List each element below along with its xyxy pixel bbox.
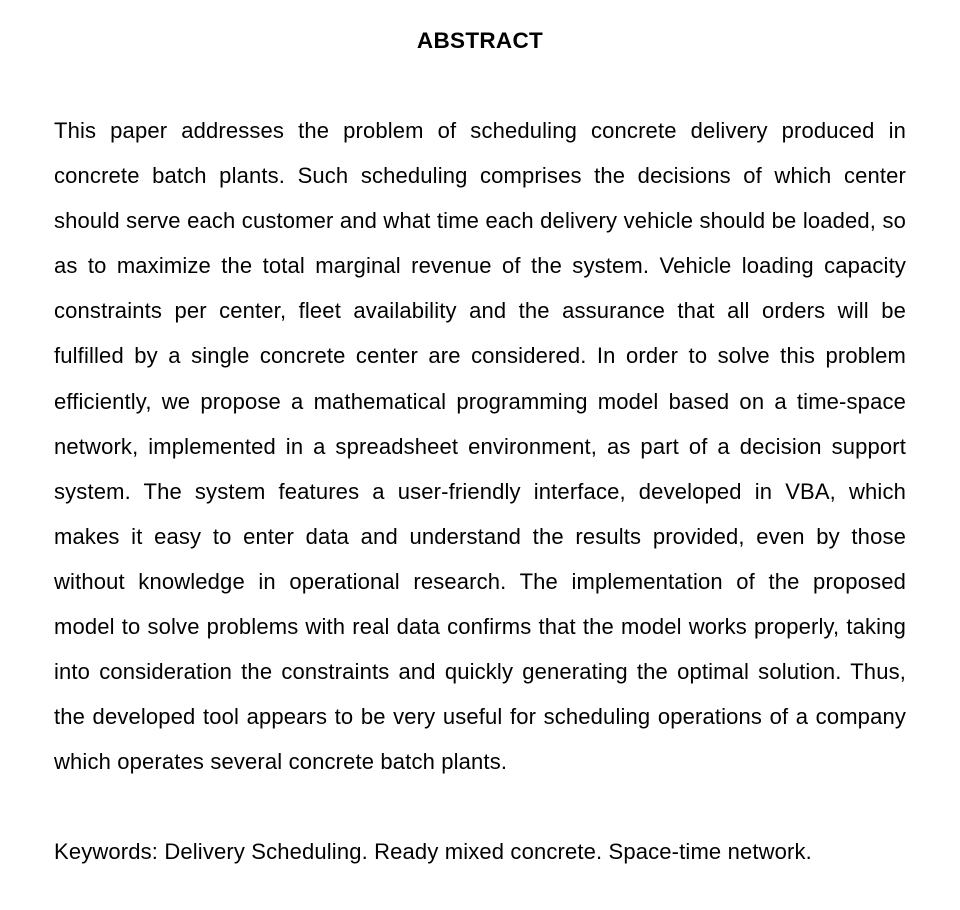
- abstract-heading: ABSTRACT: [54, 28, 906, 54]
- abstract-body: This paper addresses the problem of sche…: [54, 108, 906, 784]
- document-page: ABSTRACT This paper addresses the proble…: [0, 0, 960, 910]
- keywords-line: Keywords: Delivery Scheduling. Ready mix…: [54, 834, 906, 869]
